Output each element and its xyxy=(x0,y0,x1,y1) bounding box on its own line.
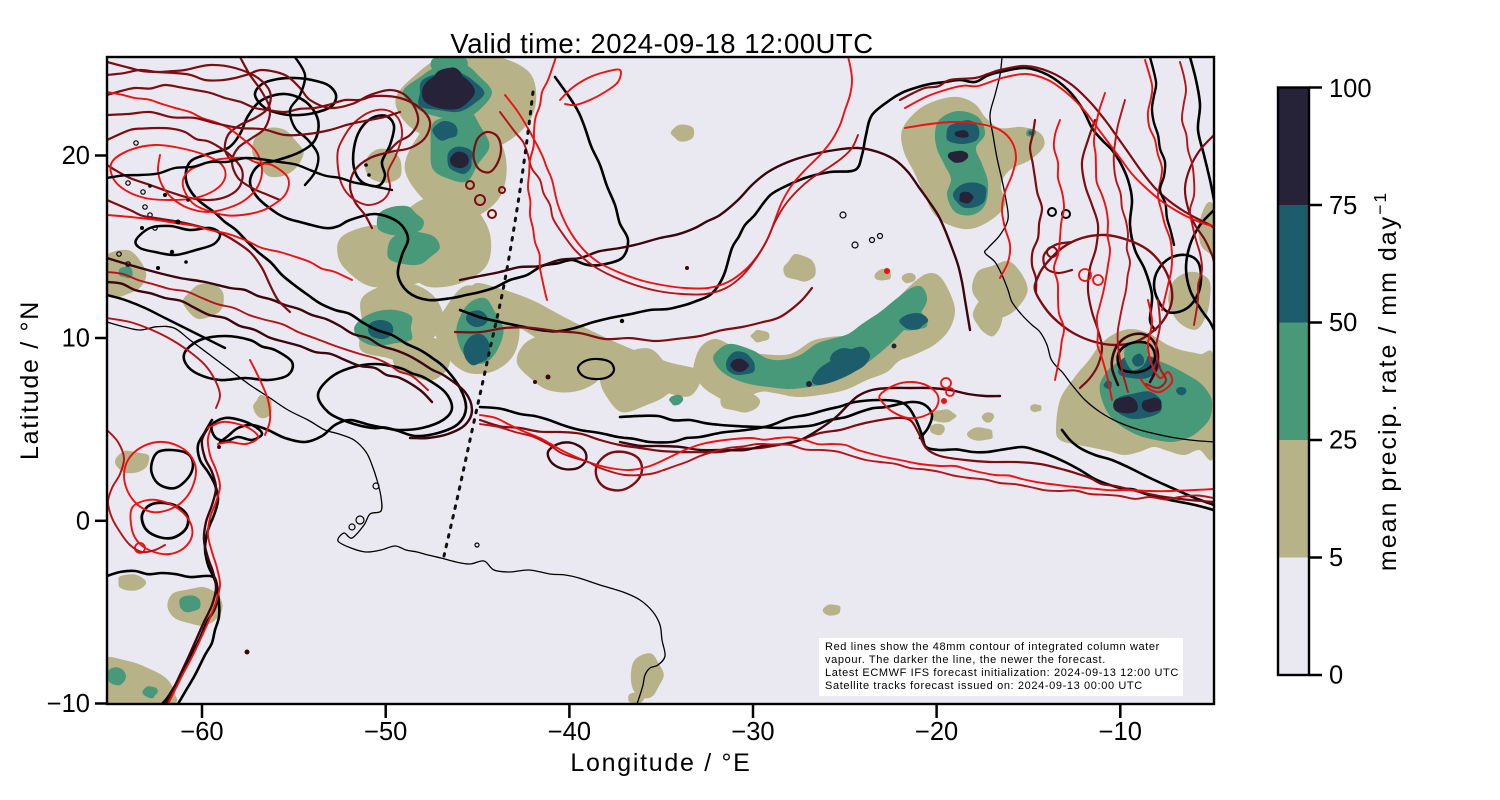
svg-text:−10: −10 xyxy=(47,690,90,718)
svg-text:25: 25 xyxy=(1329,427,1357,455)
svg-text:−50: −50 xyxy=(364,718,407,746)
svg-text:5: 5 xyxy=(1329,544,1343,572)
svg-text:75: 75 xyxy=(1329,192,1357,220)
svg-text:50: 50 xyxy=(1329,309,1357,337)
svg-text:0: 0 xyxy=(1329,662,1343,690)
svg-text:mean precip. rate / mm day−1: mean precip. rate / mm day−1 xyxy=(1370,191,1402,571)
svg-text:Latest ECMWF IFS forecast init: Latest ECMWF IFS forecast initialization… xyxy=(825,667,1179,679)
svg-text:−10: −10 xyxy=(1099,718,1142,746)
svg-text:Red lines show the 48mm contou: Red lines show the 48mm contour of integ… xyxy=(825,641,1160,653)
svg-text:Satellite tracks forecast issu: Satellite tracks forecast issued on: 202… xyxy=(825,680,1143,692)
svg-text:Valid time: 2024-09-18 12:00UT: Valid time: 2024-09-18 12:00UTC xyxy=(450,28,873,59)
svg-text:0: 0 xyxy=(76,508,90,536)
svg-text:−20: −20 xyxy=(915,718,958,746)
svg-text:10: 10 xyxy=(62,325,90,353)
svg-text:Latitude / °N: Latitude / °N xyxy=(16,300,44,460)
svg-text:Longitude / °E: Longitude / °E xyxy=(570,749,751,777)
svg-text:−40: −40 xyxy=(548,718,591,746)
svg-text:vapour. The darker the line, t: vapour. The darker the line, the newer t… xyxy=(825,654,1106,666)
svg-text:−60: −60 xyxy=(180,718,223,746)
svg-text:20: 20 xyxy=(62,142,90,170)
svg-text:100: 100 xyxy=(1329,75,1372,103)
svg-text:−30: −30 xyxy=(731,718,774,746)
